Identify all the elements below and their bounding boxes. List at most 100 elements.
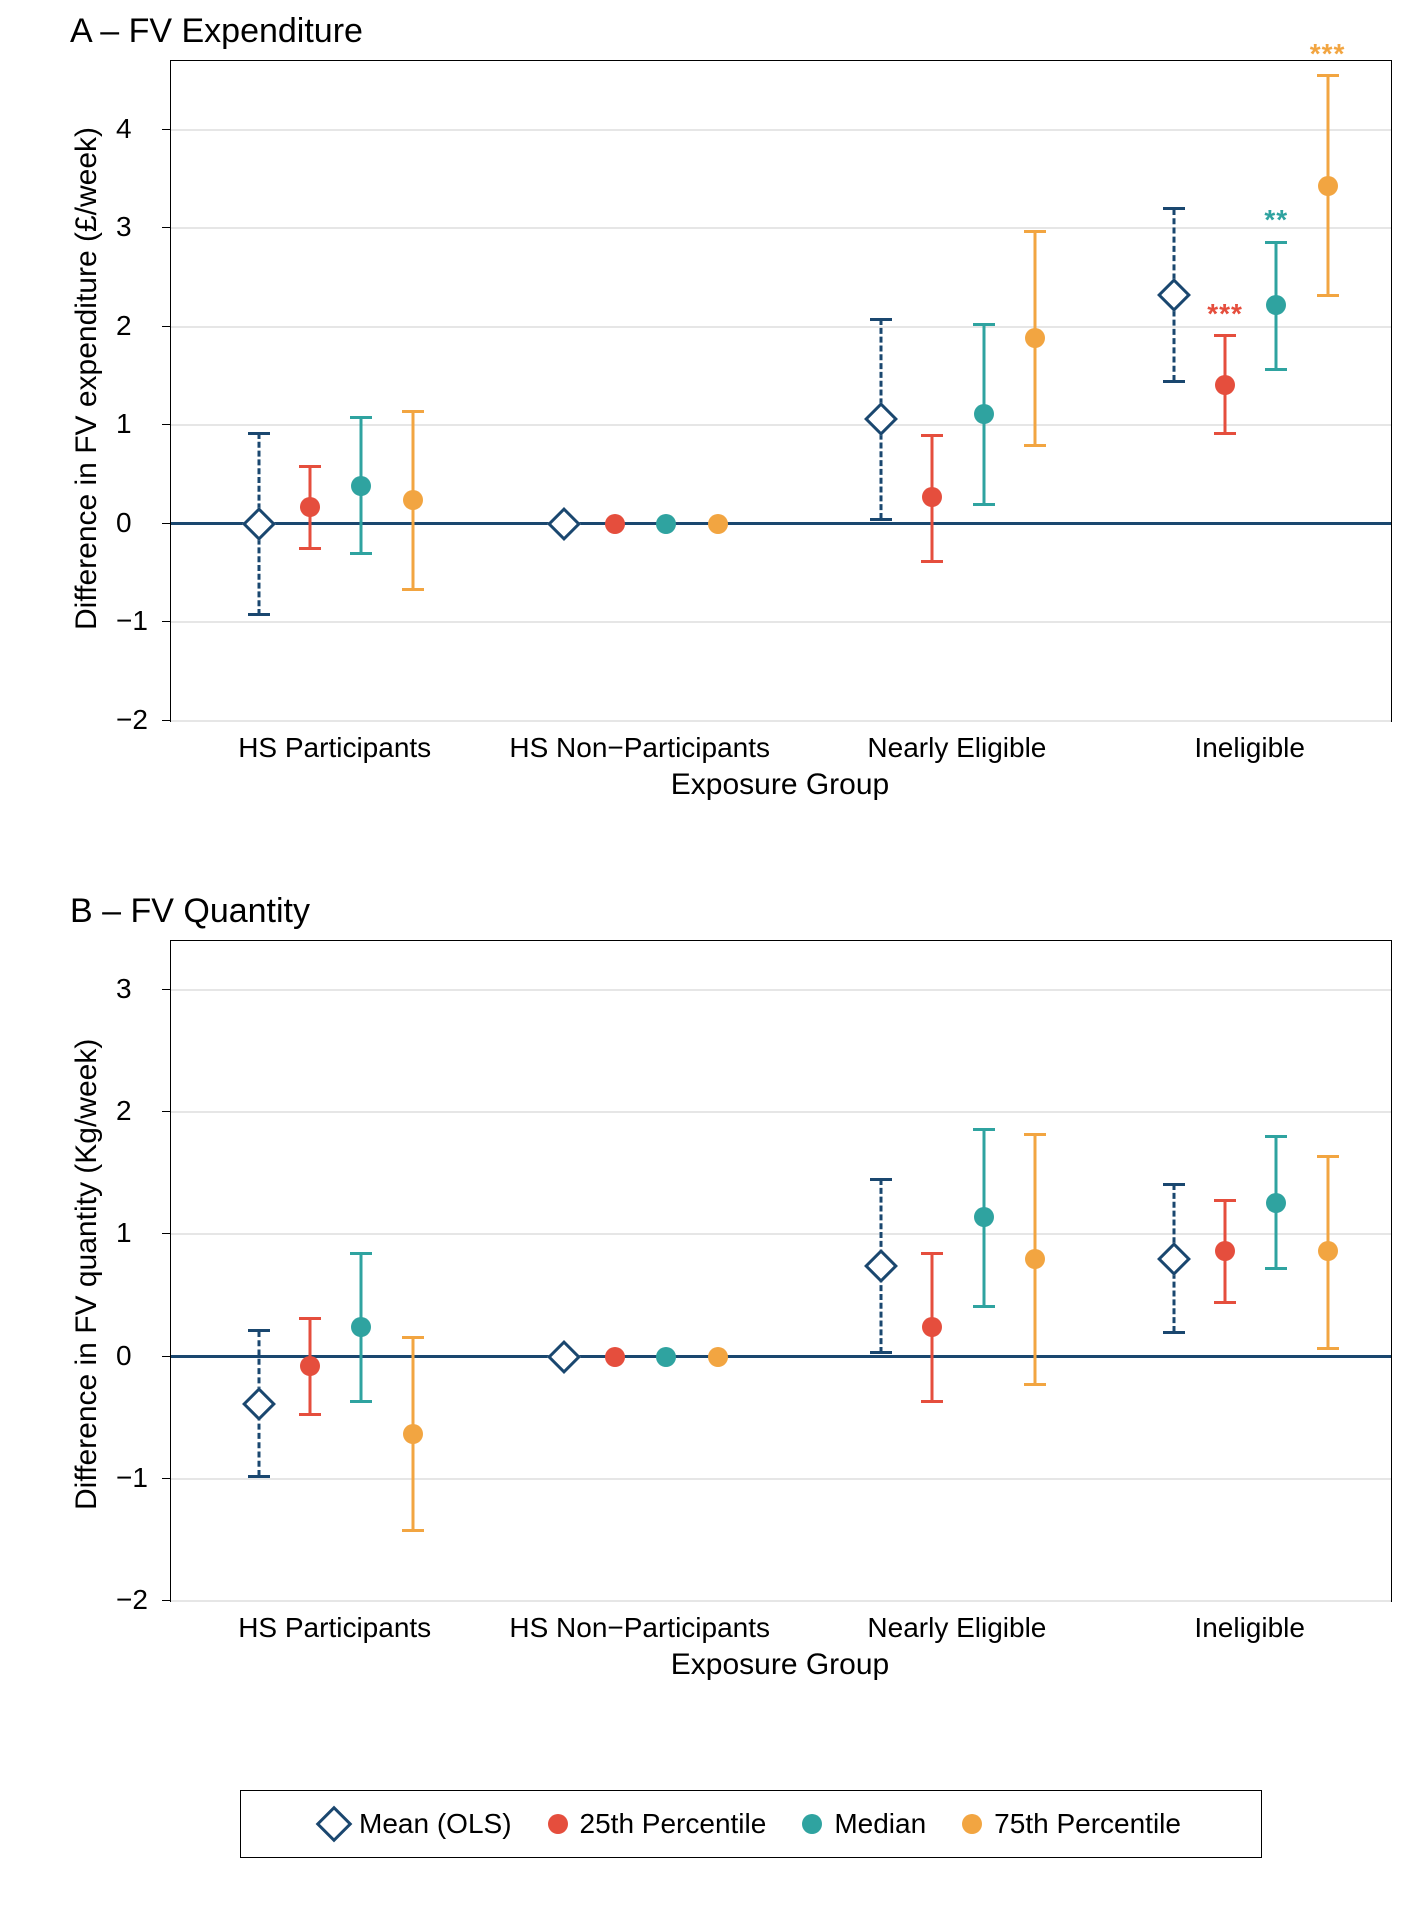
error-cap xyxy=(1163,380,1185,383)
error-cap xyxy=(1163,1183,1185,1186)
x-tick-label: HS Participants xyxy=(238,1612,431,1644)
y-tick-label: 1 xyxy=(116,408,132,440)
error-cap xyxy=(973,503,995,506)
legend-item-mean: Mean (OLS) xyxy=(321,1808,512,1840)
point-p75 xyxy=(708,1347,728,1367)
point-p25 xyxy=(922,487,942,507)
error-cap xyxy=(1317,294,1339,297)
y-tick-mark xyxy=(162,1233,170,1234)
y-tick-mark xyxy=(162,989,170,990)
y-tick-label: 2 xyxy=(116,1095,132,1127)
gridline xyxy=(171,621,1391,623)
error-cap xyxy=(1214,1199,1236,1202)
point-mean xyxy=(1157,1242,1191,1276)
point-median xyxy=(351,1317,371,1337)
error-cap xyxy=(299,1317,321,1320)
circle-icon xyxy=(962,1814,982,1834)
point-mean xyxy=(242,1387,276,1421)
gridline xyxy=(171,1111,1391,1113)
legend-label: Mean (OLS) xyxy=(359,1808,512,1840)
error-cap xyxy=(299,465,321,468)
point-p25 xyxy=(605,514,625,534)
error-cap xyxy=(870,1178,892,1181)
error-cap xyxy=(973,1305,995,1308)
error-cap xyxy=(248,1475,270,1478)
error-cap xyxy=(1024,1383,1046,1386)
error-cap xyxy=(350,416,372,419)
error-cap xyxy=(973,1128,995,1131)
point-p75 xyxy=(403,1424,423,1444)
legend-item-p25: 25th Percentile xyxy=(548,1808,767,1840)
error-cap xyxy=(1163,1331,1185,1334)
legend-item-median: Median xyxy=(802,1808,926,1840)
diamond-icon xyxy=(316,1806,353,1843)
error-cap xyxy=(402,588,424,591)
point-mean xyxy=(864,402,898,436)
y-tick-label: 1 xyxy=(116,1217,132,1249)
y-tick-mark xyxy=(162,326,170,327)
error-cap xyxy=(921,434,943,437)
x-axis-label-b: Exposure Group xyxy=(671,1648,889,1682)
point-p75 xyxy=(1318,1241,1338,1261)
point-median xyxy=(974,404,994,424)
y-tick-label: −1 xyxy=(116,1462,148,1494)
point-p75 xyxy=(1318,176,1338,196)
point-p75 xyxy=(1025,1249,1045,1269)
y-tick-label: 0 xyxy=(116,507,132,539)
y-axis-label-b: Difference in FV quantity (Kg/week) xyxy=(70,1039,104,1510)
y-tick-label: −2 xyxy=(116,704,148,736)
y-tick-mark xyxy=(162,720,170,721)
y-axis-label-a: Difference in FV expenditure (£/week) xyxy=(70,127,104,630)
x-axis-label-a: Exposure Group xyxy=(671,768,889,802)
point-median xyxy=(1266,1193,1286,1213)
error-cap xyxy=(1317,1347,1339,1350)
error-cap xyxy=(350,552,372,555)
error-cap xyxy=(248,432,270,435)
gridline xyxy=(171,1233,1391,1235)
error-cap xyxy=(402,1336,424,1339)
y-tick-label: 2 xyxy=(116,310,132,342)
error-cap xyxy=(1024,444,1046,447)
error-cap xyxy=(870,1351,892,1354)
legend-item-p75: 75th Percentile xyxy=(962,1808,1181,1840)
y-tick-mark xyxy=(162,1478,170,1479)
x-tick-label: Nearly Eligible xyxy=(867,1612,1046,1644)
y-tick-mark xyxy=(162,1600,170,1601)
error-cap xyxy=(1265,241,1287,244)
y-tick-mark xyxy=(162,424,170,425)
gridline xyxy=(171,1478,1391,1480)
error-cap xyxy=(402,1529,424,1532)
point-median xyxy=(1266,295,1286,315)
error-cap xyxy=(299,1413,321,1416)
y-tick-label: 3 xyxy=(116,973,132,1005)
error-cap xyxy=(1317,74,1339,77)
significance-label: *** xyxy=(1207,298,1243,330)
gridline xyxy=(171,227,1391,229)
point-p75 xyxy=(708,514,728,534)
legend: Mean (OLS) 25th Percentile Median 75th Perc… xyxy=(240,1790,1262,1858)
plot-area-b xyxy=(170,940,1392,1602)
error-cap xyxy=(921,560,943,563)
error-cap xyxy=(1265,1267,1287,1270)
gridline xyxy=(171,129,1391,131)
error-cap xyxy=(1024,230,1046,233)
point-p25 xyxy=(605,1347,625,1367)
zero-line xyxy=(171,522,1391,525)
y-tick-mark xyxy=(162,523,170,524)
x-tick-label: HS Participants xyxy=(238,732,431,764)
x-tick-label: Nearly Eligible xyxy=(867,732,1046,764)
panel-title-b: B – FV Quantity xyxy=(70,892,310,931)
error-cap xyxy=(921,1252,943,1255)
point-mean xyxy=(242,507,276,541)
circle-icon xyxy=(802,1814,822,1834)
point-mean xyxy=(864,1249,898,1283)
x-tick-label: HS Non−Participants xyxy=(509,1612,770,1644)
point-mean xyxy=(1157,278,1191,312)
error-cap xyxy=(248,613,270,616)
point-median xyxy=(351,476,371,496)
significance-label: *** xyxy=(1310,38,1346,70)
error-cap xyxy=(299,547,321,550)
figure: A – FV Expenditure********−2−101234Diffe… xyxy=(0,0,1425,1932)
gridline xyxy=(171,989,1391,991)
point-median xyxy=(656,514,676,534)
